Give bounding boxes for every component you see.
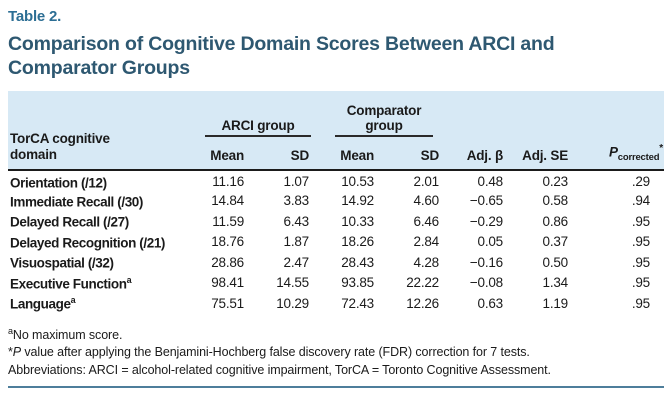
table-cell: 14.84: [211, 193, 244, 209]
table-cell: 1.34: [542, 275, 569, 291]
group-header-comparator-line1: Comparator: [346, 103, 422, 118]
table-row: Immediate Recall (/30) 14.84 3.83 14.92 …: [8, 191, 664, 212]
table-cell: 12.26: [406, 295, 439, 311]
footnote-abbreviations: Abbreviations: ARCI = alcohol-related co…: [8, 362, 551, 377]
table-cell: 10.33: [341, 213, 374, 229]
table-cell: 14.92: [341, 193, 374, 209]
p-symbol: P: [608, 144, 618, 160]
row-label: Languagea: [10, 295, 76, 312]
table-cell: 2.84: [413, 234, 440, 250]
table-title-line1: Comparison of Cognitive Domain Scores Be…: [8, 33, 555, 55]
column-header-mean-comparator: Mean: [311, 137, 376, 171]
column-header-sd-arci: SD: [246, 137, 311, 171]
table-cell: 14.55: [276, 275, 309, 291]
table-cell: 6.46: [413, 213, 440, 229]
table-cell: 1.87: [283, 234, 310, 250]
table-cell: 10.53: [341, 174, 374, 190]
table-cell: 6.43: [283, 213, 310, 229]
table-cell: −0.08: [469, 275, 503, 291]
row-label: Orientation (/12): [10, 175, 107, 190]
table-row: Visuospatial (/32) 28.86 2.47 28.43 4.28…: [8, 252, 664, 273]
table-cell: 28.86: [211, 254, 244, 270]
row-label: Delayed Recognition (/21): [10, 235, 166, 250]
group-header-arci: ARCI group: [166, 91, 311, 137]
table-cell: .29: [631, 174, 650, 190]
footnote-fdr: *P value after applying the Benjamini-Ho…: [8, 345, 530, 360]
row-label: Delayed Recall (/27): [10, 214, 129, 230]
table-cell: .94: [631, 193, 650, 209]
table-cell: .95: [631, 275, 650, 291]
table-row: Orientation (/12) 11.16 1.07 10.53 2.01 …: [8, 170, 664, 191]
table-cell: 3.83: [283, 193, 310, 209]
column-header-domain: TorCA cognitive domain: [8, 91, 166, 171]
table-cell: 0.86: [542, 213, 569, 229]
column-header-adj-beta: Adj. β: [441, 91, 505, 171]
table-title: Comparison of Cognitive Domain Scores Be…: [8, 32, 664, 80]
table-cell: 4.28: [413, 254, 440, 270]
group-header-comparator: Comparator group: [311, 91, 441, 137]
group-underline: [335, 135, 433, 137]
table-cell: 75.51: [211, 295, 244, 311]
table-cell: −0.16: [469, 254, 503, 270]
table-number-label: Table 2.: [8, 8, 62, 25]
table-cell: 0.58: [542, 193, 569, 209]
table-cell: 10.29: [276, 295, 309, 311]
table-cell: 11.59: [212, 213, 244, 229]
table-header: TorCA cognitive domain ARCI group Compara…: [8, 91, 664, 171]
row-label: Immediate Recall (/30): [10, 194, 144, 209]
table-row: Delayed Recall (/27) 11.59 6.43 10.33 6.…: [8, 211, 664, 232]
table-cell: −0.65: [469, 193, 503, 209]
column-header-mean-arci: Mean: [166, 137, 246, 171]
table-cell: 18.26: [341, 234, 374, 250]
group-underline: [205, 135, 311, 137]
table-cell: 0.37: [542, 234, 569, 250]
table-cell: 0.05: [477, 234, 504, 250]
table-cell: 28.43: [341, 254, 374, 270]
p-subscript: corrected: [617, 152, 660, 163]
table-cell: 0.50: [542, 254, 569, 270]
table-cell: 1.19: [542, 295, 569, 311]
group-header-row: TorCA cognitive domain ARCI group Compara…: [8, 91, 664, 171]
column-header-domain-line1: TorCA cognitive: [10, 131, 110, 146]
table-cell: 2.47: [283, 254, 310, 270]
column-header-domain-line2: domain: [10, 147, 57, 162]
p-asterisk: *: [659, 142, 663, 154]
table-row: Languagea 75.51 10.29 72.43 12.26 0.63 1…: [8, 293, 664, 314]
column-header-sd-comparator: SD: [376, 137, 441, 171]
table-cell: .95: [631, 234, 650, 250]
table-cell: 0.48: [477, 174, 504, 190]
table-cell: 1.07: [283, 174, 310, 190]
bottom-rule: [8, 386, 664, 389]
cognitive-scores-table: TorCA cognitive domain ARCI group Compara…: [8, 91, 664, 314]
table-cell: 11.16: [212, 174, 244, 190]
row-label: Visuospatial (/32): [10, 255, 114, 271]
column-header-adj-se: Adj. SE: [505, 91, 570, 171]
table-cell: 4.60: [413, 193, 440, 209]
table-cell: .95: [631, 213, 650, 229]
table-cell: 93.85: [341, 275, 374, 291]
group-header-comparator-line2: group: [365, 118, 403, 133]
table-cell: 18.76: [211, 234, 244, 250]
sub-header-row: Mean SD Mean SD: [8, 137, 664, 171]
table-figure: Table 2. Comparison of Cognitive Domain …: [8, 8, 664, 389]
table-cell: 0.63: [477, 295, 504, 311]
table-row: Executive Functiona 98.41 14.55 93.85 22…: [8, 273, 664, 294]
group-header-arci-label: ARCI group: [221, 118, 295, 133]
table-cell: 72.43: [341, 295, 374, 311]
row-label: Executive Functiona: [10, 274, 132, 292]
table-cell: .95: [631, 254, 650, 270]
column-header-p-corrected: Pcorrected*: [570, 91, 664, 171]
table-title-line2: Comparator Groups: [8, 57, 190, 79]
table-cell: .95: [631, 295, 650, 311]
footnote-a: aNo maximum score.: [8, 325, 123, 342]
table-cell: 98.41: [211, 275, 244, 291]
footnotes: aNo maximum score. *P value after applyi…: [8, 323, 664, 380]
table-body: Orientation (/12) 11.16 1.07 10.53 2.01 …: [8, 170, 664, 314]
table-row: Delayed Recognition (/21) 18.76 1.87 18.…: [8, 232, 664, 253]
table-cell: 0.23: [542, 174, 569, 190]
table-cell: −0.29: [469, 213, 503, 229]
table-cell: 2.01: [413, 174, 440, 190]
table-cell: 22.22: [406, 275, 439, 291]
